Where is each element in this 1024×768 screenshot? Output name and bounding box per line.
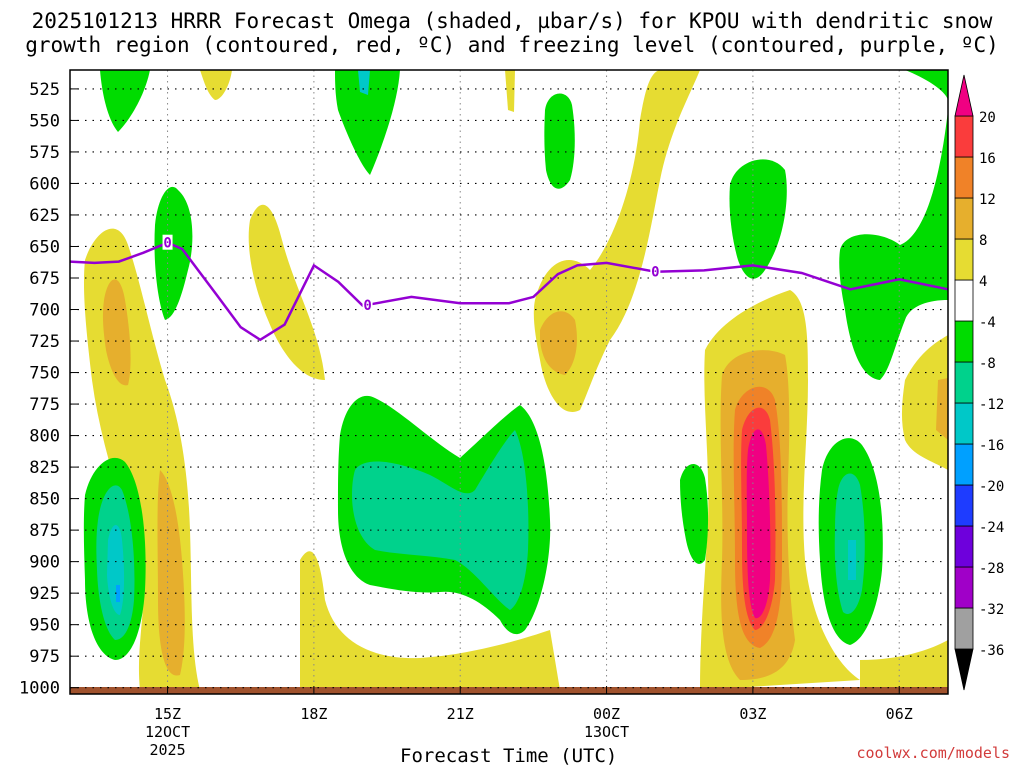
y-tick-label: 525 — [29, 80, 60, 100]
chart-title-line2: growth region (contoured, red, ºC) and f… — [25, 33, 999, 57]
ascent-region-1630z — [248, 204, 325, 380]
plot-frame — [69, 69, 949, 695]
colorbar: -36 -32 -28 -24 -20 -16 -12 -8 -4 4 8 12 16 20 — [954, 74, 1004, 691]
descent-green-1500z — [154, 186, 193, 320]
colorbar-bin — [954, 525, 974, 568]
descent-green-1400z-top — [100, 70, 150, 132]
freezing-level-label: 0 — [163, 236, 171, 252]
ascent-orange-1430z — [102, 279, 131, 386]
colorbar-label: -32 — [979, 602, 1004, 618]
freezing-label-bg — [362, 296, 373, 312]
y-tick-label: 800 — [29, 427, 60, 447]
colorbar-bin — [954, 74, 974, 117]
freezing-level-label: 0 — [363, 298, 371, 314]
colorbar-bin — [954, 115, 974, 158]
colorbar-label: 8 — [979, 233, 987, 249]
y-tick-label: 775 — [29, 395, 60, 415]
y-tick-label: 900 — [29, 553, 60, 573]
colorbar-label: -16 — [979, 438, 1004, 454]
freezing-label-bg — [650, 263, 661, 279]
y-tick-label: 950 — [29, 616, 60, 636]
colorbar-bin — [954, 484, 974, 527]
descent-green-1900z-top — [335, 70, 400, 175]
x-tick-label: 03Z — [739, 705, 766, 723]
credit-text: coolwx.com/models — [856, 744, 1010, 762]
chart-title-line1: 2025101213 HRRR Forecast Omega (shaded, … — [31, 9, 993, 33]
ascent-orange-1500z-low — [157, 470, 185, 676]
y-tick-label: 700 — [29, 301, 60, 321]
colorbar-bin — [954, 566, 974, 609]
colorbar-bin — [954, 648, 974, 691]
colorbar-bin — [954, 443, 974, 486]
x-tick-year: 2025 — [149, 741, 185, 759]
y-axis: 525 550 575 600 625 650 675 700 725 750 775 800 825 8… — [19, 80, 78, 699]
colorbar-label: -4 — [979, 315, 996, 331]
y-tick-label: 750 — [29, 364, 60, 384]
descent-green-0300z-top — [729, 159, 787, 279]
descent-green-0130z — [680, 463, 709, 564]
colorbar-label: 20 — [979, 110, 996, 126]
y-tick-label: 1000 — [19, 679, 60, 699]
freezing-level-label: 0 — [651, 265, 659, 281]
ascent-region-1800z-low — [300, 551, 560, 690]
omega-shading — [70, 70, 948, 694]
ascent-orange-2330z — [540, 311, 577, 375]
y-tick-label: 850 — [29, 490, 60, 510]
colorbar-bin — [954, 361, 974, 404]
y-tick-label: 875 — [29, 521, 60, 541]
ascent-magenta-0300z — [746, 429, 771, 619]
colorbar-bin — [954, 320, 974, 363]
colorbar-label: 4 — [979, 274, 987, 290]
y-tick-label: 600 — [29, 174, 60, 194]
x-tick-date: 12OCT — [145, 723, 190, 741]
colorbar-label: -28 — [979, 561, 1004, 577]
descent-blue-1400z — [116, 585, 120, 602]
y-tick-label: 925 — [29, 584, 60, 604]
colorbar-label: -20 — [979, 479, 1004, 495]
x-tick-label: 15Z — [154, 705, 181, 723]
y-tick-label: 825 — [29, 458, 60, 478]
colorbar-label: -8 — [979, 356, 996, 372]
y-tick-label: 550 — [29, 111, 60, 131]
colorbar-bin — [954, 402, 974, 445]
y-tick-label: 625 — [29, 206, 60, 226]
y-tick-label: 975 — [29, 647, 60, 667]
colorbar-bin — [954, 197, 974, 240]
descent-cyan-1900z-top — [358, 70, 370, 95]
ascent-region-top-mid — [505, 70, 515, 112]
colorbar-label: 12 — [979, 192, 996, 208]
x-tick-date: 13OCT — [584, 723, 629, 741]
colorbar-label: -24 — [979, 520, 1004, 536]
descent-teal-1900-2200z — [352, 430, 529, 610]
x-tick-label: 00Z — [593, 705, 620, 723]
ascent-region-east — [901, 335, 948, 470]
descent-green-east — [839, 70, 948, 380]
colorbar-bin — [954, 156, 974, 199]
y-tick-label: 725 — [29, 332, 60, 352]
y-tick-label: 650 — [29, 237, 60, 257]
y-tick-label: 575 — [29, 143, 60, 163]
x-tick-label: 06Z — [886, 705, 913, 723]
freezing-level-labels: 0 0 0 — [162, 234, 661, 314]
descent-green-2230z-top — [544, 93, 575, 189]
ascent-region-top-left — [200, 70, 232, 100]
colorbar-label: 16 — [979, 151, 996, 167]
freezing-label-bg — [162, 234, 173, 250]
colorbar-bin — [954, 279, 974, 322]
colorbar-bin — [954, 607, 974, 650]
colorbar-label: -36 — [979, 643, 1004, 659]
ascent-region-east-low — [860, 640, 948, 690]
ascent-orange-east — [936, 378, 948, 440]
colorbar-bin — [954, 238, 974, 281]
x-tick-label: 18Z — [300, 705, 327, 723]
y-tick-label: 675 — [29, 269, 60, 289]
ground-band — [70, 687, 948, 694]
descent-cyan-0500z — [848, 540, 856, 580]
x-axis-label: Forecast Time (UTC) — [400, 745, 618, 767]
colorbar-label: -12 — [979, 397, 1004, 413]
x-tick-label: 21Z — [447, 705, 474, 723]
